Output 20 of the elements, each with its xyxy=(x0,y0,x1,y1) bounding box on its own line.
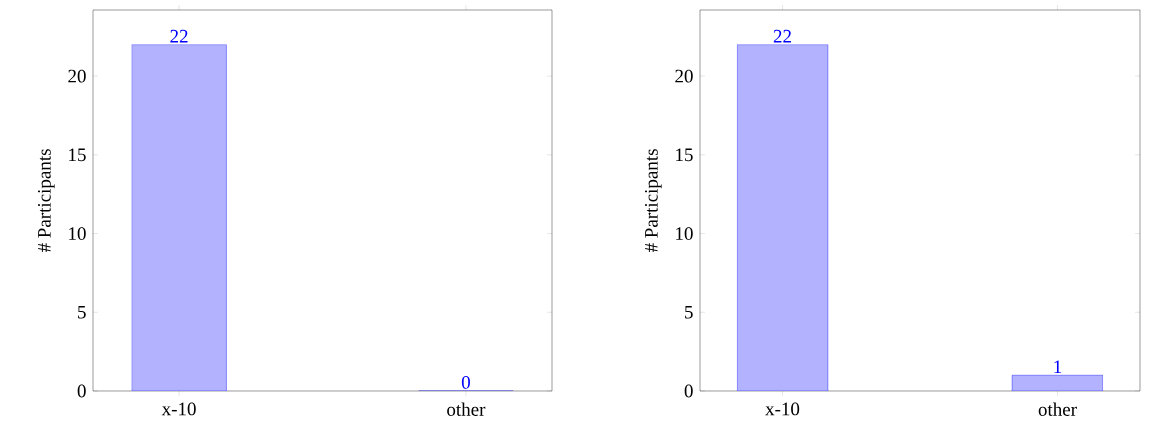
y-tick-label: 10 xyxy=(676,227,693,240)
data-label: 1 xyxy=(1054,360,1062,374)
x-tick-label: x-10 xyxy=(765,402,800,416)
y-axis-title: # Participants xyxy=(644,149,662,253)
y-tick-label: 15 xyxy=(69,148,86,162)
x-tick-label: other xyxy=(1038,402,1077,416)
x-tick-label: x-10 xyxy=(161,402,196,416)
y-tick-label: 10 xyxy=(69,227,86,240)
y-tick-label: 20 xyxy=(675,69,693,83)
y-tick-label: 5 xyxy=(78,305,86,319)
y-tick-label: 20 xyxy=(68,69,86,83)
y-tick-label: 5 xyxy=(685,305,693,319)
y-tick-label: 0 xyxy=(77,384,86,398)
data-label: 22 xyxy=(170,29,188,43)
data-label: 22 xyxy=(773,29,791,43)
y-axis-title: # Participants xyxy=(37,149,55,253)
y-tick-label: 0 xyxy=(684,384,693,398)
x-tick-label: other xyxy=(447,402,486,416)
y-tick-label: 15 xyxy=(676,148,693,162)
data-label: 0 xyxy=(461,375,470,389)
